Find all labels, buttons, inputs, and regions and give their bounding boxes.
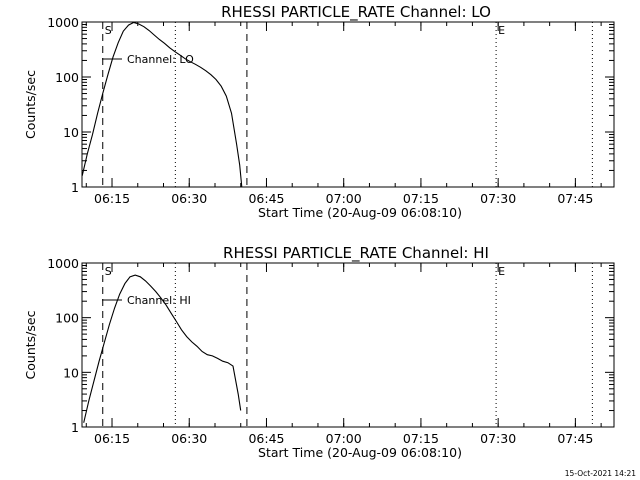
end-marker-label: E [498,24,505,37]
legend-label: Channel: HI [127,294,191,307]
x-tick-label: 07:00 [326,431,362,446]
x-tick-label: 06:15 [94,191,130,206]
y-tick-label: 10 [63,365,79,380]
x-tick-label: 06:30 [171,191,207,206]
legend-label: Channel: LO [127,53,194,66]
y-tick-label: 1000 [47,15,79,30]
x-tick-label: 07:45 [557,431,593,446]
start-marker-label: S [105,24,112,37]
chart-title: RHESSI PARTICLE_RATE Channel: HI [223,244,489,263]
x-tick-label: 07:15 [403,191,439,206]
footer-timestamp: 15-Oct-2021 14:21 [565,469,636,478]
x-tick-label: 07:45 [557,191,593,206]
panel-lo: RHESSI PARTICLE_RATE Channel: LO 1 10 100 10… [23,3,615,220]
y-tick-label: 100 [55,70,79,85]
x-axis-label: Start Time (20-Aug-09 06:08:10) [258,205,462,220]
y-axis-label: Counts/sec [23,310,38,379]
x-tick-label: 06:30 [171,431,207,446]
y-tick-label: 100 [55,311,79,326]
series-line [81,21,243,188]
series-line [83,274,242,423]
y-tick-label: 1 [71,420,79,435]
x-tick-label: 06:45 [248,431,284,446]
x-axis-label: Start Time (20-Aug-09 06:08:10) [258,445,462,460]
y-tick-label: 1 [71,180,79,195]
y-axis-label: Counts/sec [23,70,38,139]
y-tick-label: 10 [63,125,79,140]
chart-title: RHESSI PARTICLE_RATE Channel: LO [221,3,491,22]
x-tick-label: 06:15 [94,431,130,446]
x-tick-label: 07:00 [326,191,362,206]
x-tick-label: 07:30 [480,191,516,206]
start-marker-label: S [105,265,112,278]
y-tick-label: 1000 [47,256,79,271]
x-tick-label: 07:30 [480,431,516,446]
panel-hi: RHESSI PARTICLE_RATE Channel: HI 1 10 100 10… [23,244,615,460]
plot-frame [81,262,615,428]
x-tick-label: 06:45 [248,191,284,206]
x-tick-label: 07:15 [403,431,439,446]
end-marker-label: E [498,265,505,278]
plot-frame [81,21,615,188]
